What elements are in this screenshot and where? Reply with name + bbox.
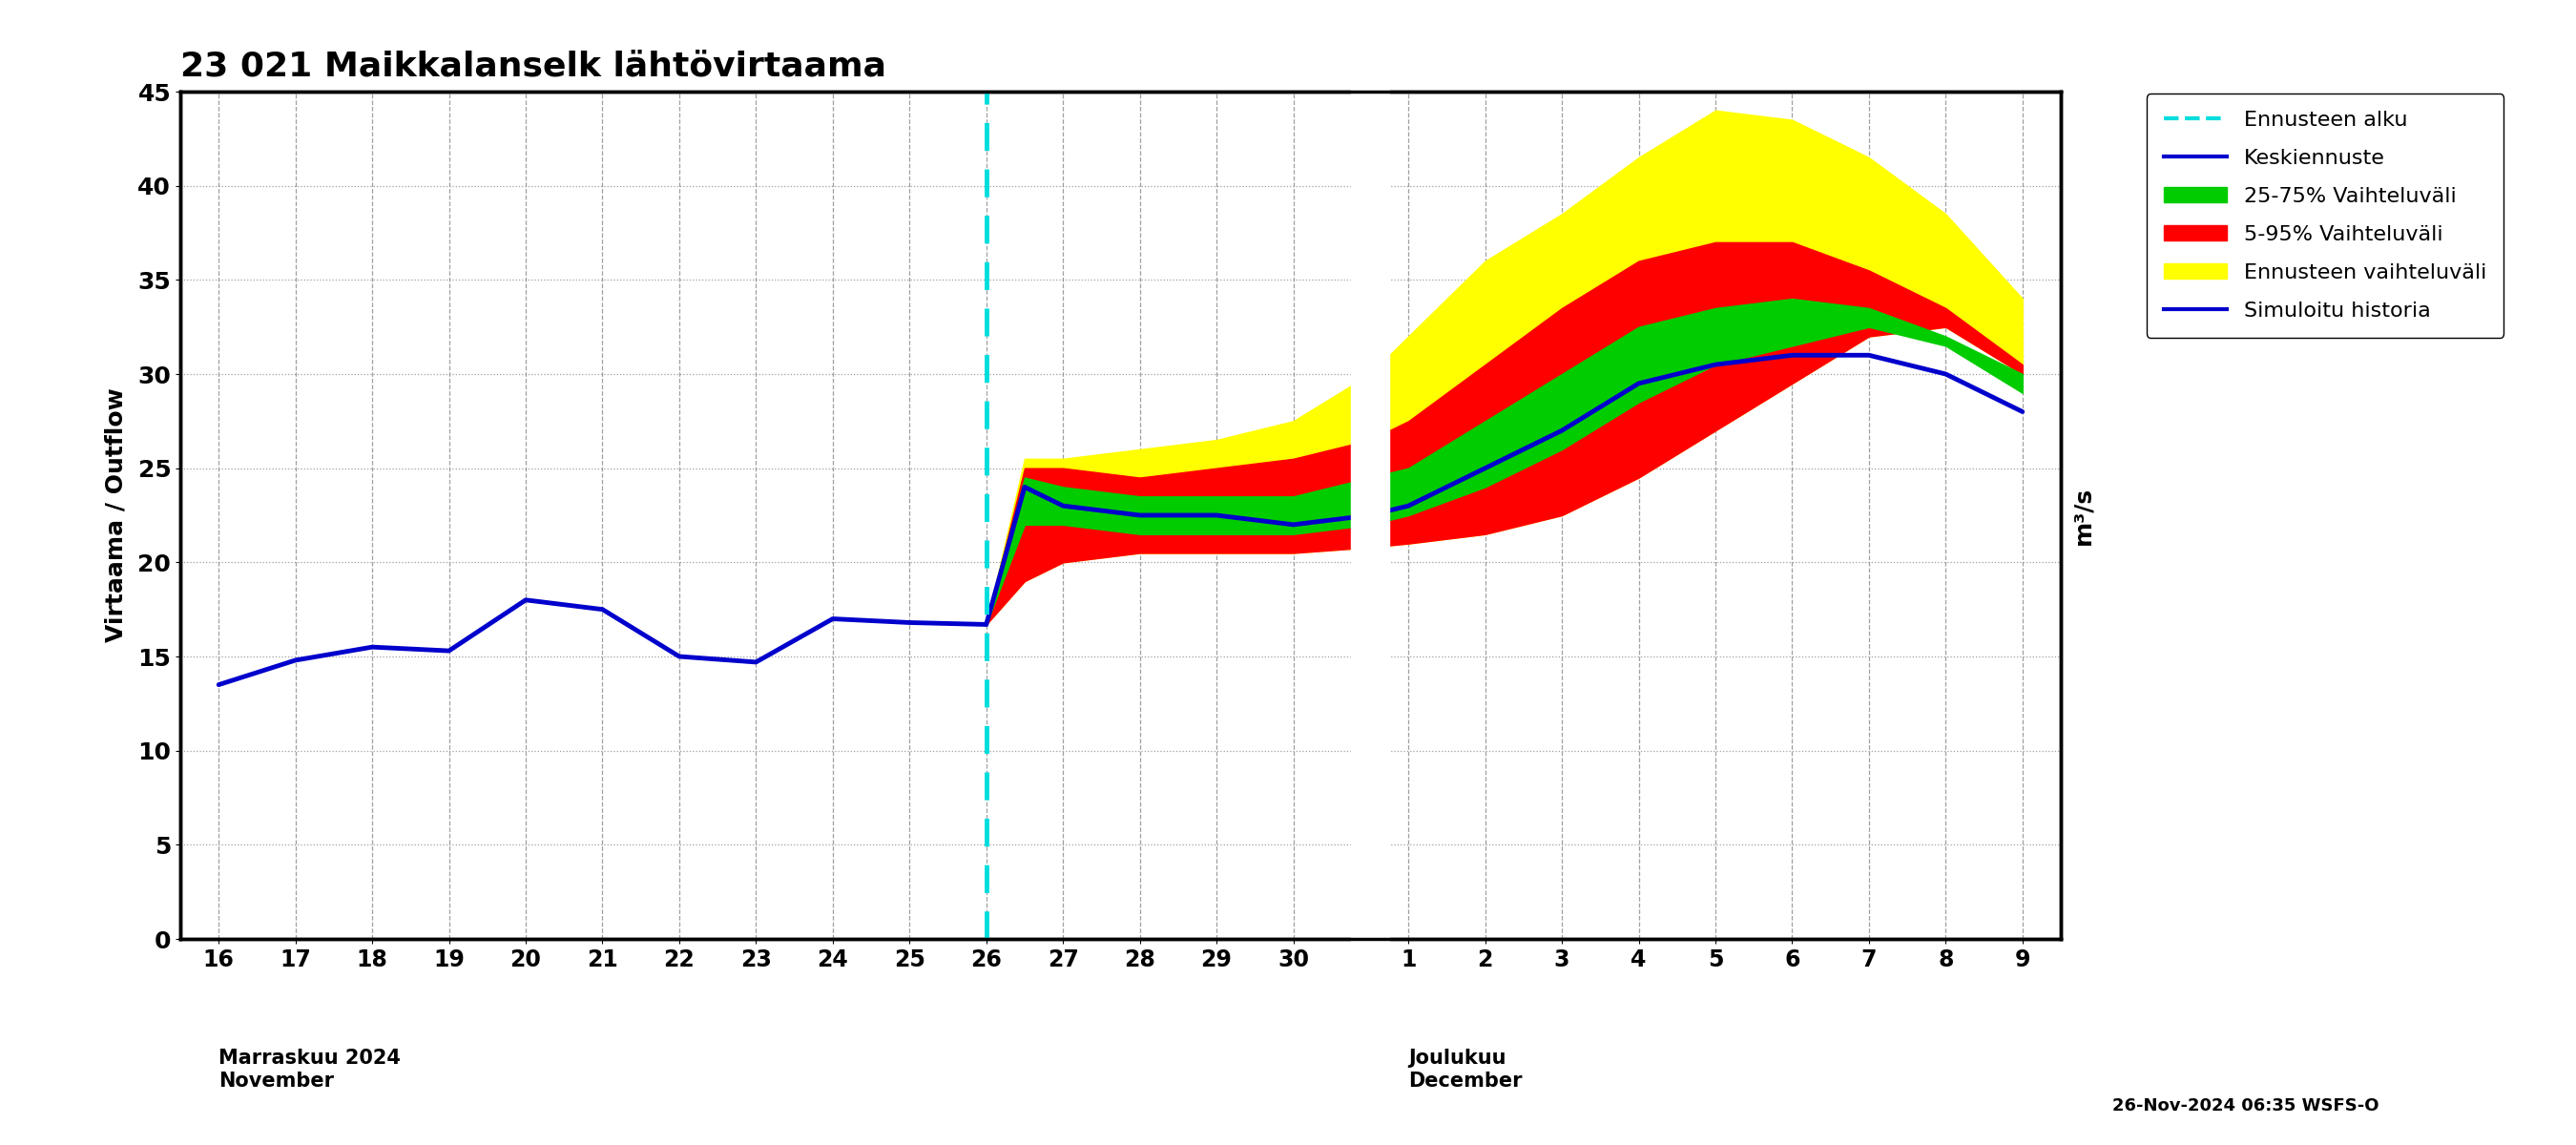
Legend: Ennusteen alku, Keskiennuste, 25-75% Vaihteluväli, 5-95% Vaihteluväli, Ennusteen: Ennusteen alku, Keskiennuste, 25-75% Vai… [2146, 94, 2504, 338]
Y-axis label: Virtaama / Outflow: Virtaama / Outflow [103, 388, 126, 642]
Bar [1350, 54, 1388, 977]
Y-axis label: m³/s: m³/s [2071, 487, 2094, 544]
Text: Marraskuu 2024
November: Marraskuu 2024 November [219, 1049, 402, 1090]
Text: Joulukuu
December: Joulukuu December [1409, 1049, 1522, 1090]
Text: 26-Nov-2024 06:35 WSFS-O: 26-Nov-2024 06:35 WSFS-O [2112, 1097, 2380, 1114]
Text: 23 021 Maikkalanselk lähtövirtaama: 23 021 Maikkalanselk lähtövirtaama [180, 50, 886, 82]
